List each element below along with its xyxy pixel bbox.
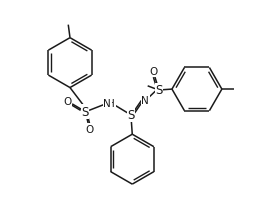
- Text: O: O: [149, 67, 158, 77]
- Text: O: O: [64, 97, 72, 106]
- Text: N: N: [103, 99, 111, 109]
- Text: S: S: [128, 109, 135, 122]
- Text: S: S: [155, 84, 163, 97]
- Text: H: H: [107, 99, 115, 109]
- Text: O: O: [85, 124, 94, 134]
- Text: S: S: [81, 105, 89, 118]
- Text: N: N: [142, 95, 149, 105]
